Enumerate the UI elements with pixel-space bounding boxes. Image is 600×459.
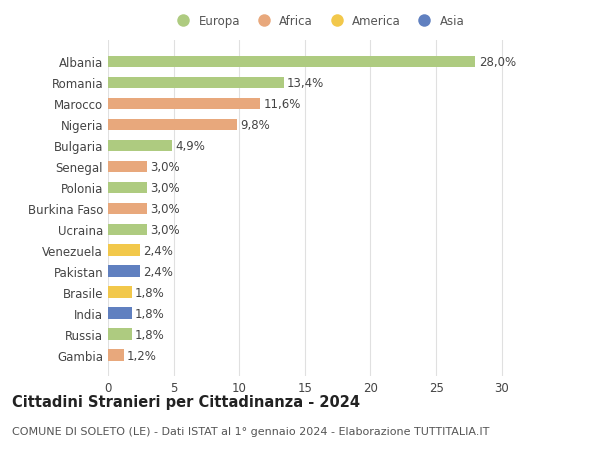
- Text: 3,0%: 3,0%: [151, 202, 180, 215]
- Bar: [108, 245, 139, 257]
- Text: 3,0%: 3,0%: [151, 181, 180, 195]
- Bar: [108, 119, 236, 131]
- Text: 28,0%: 28,0%: [479, 56, 516, 69]
- Text: 3,0%: 3,0%: [151, 223, 180, 236]
- Text: 4,9%: 4,9%: [176, 140, 205, 152]
- Bar: [108, 224, 148, 235]
- Bar: [108, 350, 124, 361]
- Bar: [108, 78, 284, 89]
- Text: 9,8%: 9,8%: [240, 118, 269, 132]
- Bar: [108, 203, 148, 215]
- Bar: [108, 161, 148, 173]
- Text: 2,4%: 2,4%: [143, 244, 173, 257]
- Text: 2,4%: 2,4%: [143, 265, 173, 278]
- Bar: [108, 140, 172, 152]
- Legend: Europa, Africa, America, Asia: Europa, Africa, America, Asia: [167, 11, 469, 33]
- Text: 1,2%: 1,2%: [127, 349, 157, 362]
- Bar: [108, 308, 131, 319]
- Bar: [108, 182, 148, 194]
- Bar: [108, 98, 260, 110]
- Text: 1,8%: 1,8%: [135, 307, 164, 320]
- Text: 3,0%: 3,0%: [151, 161, 180, 174]
- Bar: [108, 266, 139, 277]
- Text: 11,6%: 11,6%: [263, 98, 301, 111]
- Text: COMUNE DI SOLETO (LE) - Dati ISTAT al 1° gennaio 2024 - Elaborazione TUTTITALIA.: COMUNE DI SOLETO (LE) - Dati ISTAT al 1°…: [12, 426, 490, 436]
- Text: 1,8%: 1,8%: [135, 328, 164, 341]
- Bar: [108, 56, 475, 68]
- Bar: [108, 287, 131, 298]
- Text: 1,8%: 1,8%: [135, 286, 164, 299]
- Text: 13,4%: 13,4%: [287, 77, 325, 90]
- Text: Cittadini Stranieri per Cittadinanza - 2024: Cittadini Stranieri per Cittadinanza - 2…: [12, 394, 360, 409]
- Bar: [108, 329, 131, 340]
